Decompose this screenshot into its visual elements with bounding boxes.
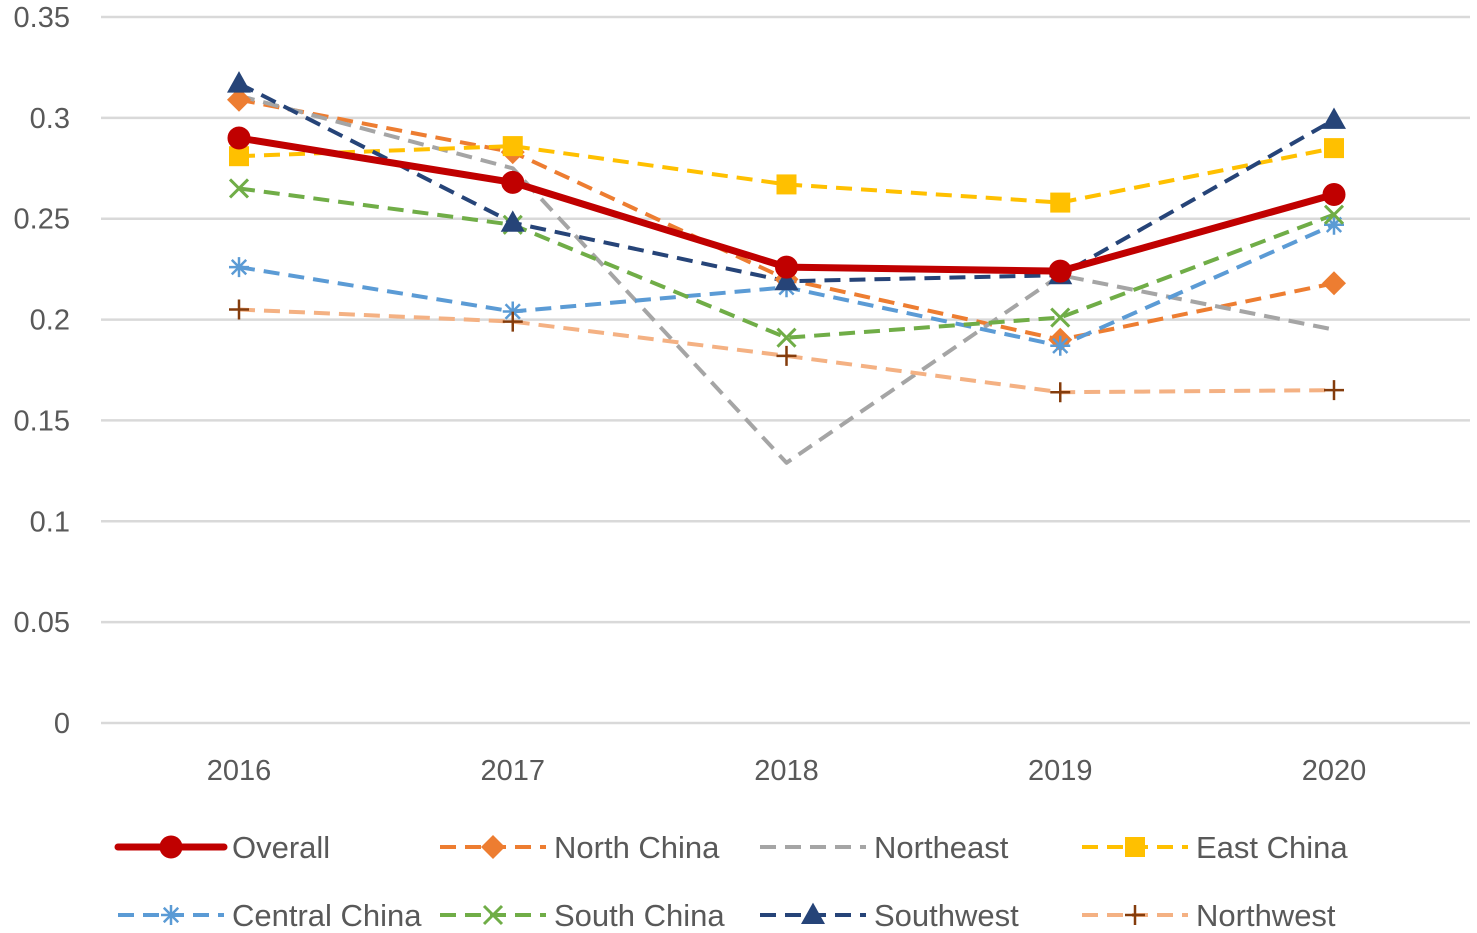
data-point-overall xyxy=(227,126,251,150)
y-tick-label: 0.35 xyxy=(14,2,70,34)
series-markers xyxy=(227,71,1346,403)
data-point-central-china xyxy=(502,301,523,322)
x-tick-label: 2018 xyxy=(754,755,819,787)
legend-label: North China xyxy=(554,830,720,865)
y-axis-ticks: 0 0.05 0.1 0.15 0.2 0.25 0.3 0.35 xyxy=(14,2,70,740)
legend-item-southwest: Southwest xyxy=(760,898,1019,933)
series-line-northeast xyxy=(238,93,1335,465)
data-point-south-china xyxy=(1050,307,1071,328)
x-tick-label: 2019 xyxy=(1028,755,1093,787)
legend-label: Northwest xyxy=(1196,898,1336,933)
legend-item-south-china: South China xyxy=(440,898,725,933)
y-tick-label: 0.1 xyxy=(30,506,70,538)
data-point-southwest xyxy=(1322,107,1346,129)
data-point-southwest xyxy=(774,268,799,291)
x-tick-label: 2017 xyxy=(480,755,545,787)
legend-label: Northeast xyxy=(874,830,1009,865)
data-point-northwest xyxy=(229,299,249,320)
legend: Overall North China Northeast East China Cen… xyxy=(114,830,1348,933)
y-tick-label: 0.15 xyxy=(14,405,70,437)
y-tick-label: 0.05 xyxy=(14,607,70,639)
series-line-northwest xyxy=(238,307,1335,395)
data-point-overall xyxy=(775,255,798,279)
legend-label: East China xyxy=(1196,830,1348,865)
series-line-south-china xyxy=(238,186,1335,340)
data-point-east-china xyxy=(1324,138,1344,159)
legend-item-north-china: North China xyxy=(440,830,720,865)
legend-item-northeast: Northeast xyxy=(760,830,1009,865)
legend-item-northwest: Northwest xyxy=(1082,898,1336,933)
data-point-south-china xyxy=(1323,204,1345,225)
legend-marker xyxy=(482,904,504,926)
legend-marker xyxy=(161,905,181,925)
data-point-central-china xyxy=(229,257,249,278)
legend-marker xyxy=(1125,905,1145,925)
data-point-overall xyxy=(1322,183,1346,207)
x-tick-label: 2020 xyxy=(1302,755,1367,787)
data-point-east-china xyxy=(229,146,249,167)
legend-label: Overall xyxy=(232,830,330,865)
series-line-overall xyxy=(235,134,1338,275)
data-point-south-china xyxy=(776,327,797,348)
data-point-southwest xyxy=(500,210,525,232)
legend-label: South China xyxy=(554,898,725,933)
data-point-east-china xyxy=(1050,192,1071,213)
legend-marker xyxy=(801,902,825,924)
data-point-north-china xyxy=(227,87,251,112)
data-point-northwest xyxy=(502,311,523,332)
data-point-east-china xyxy=(776,174,797,195)
legend-label: Southwest xyxy=(874,898,1019,933)
y-tick-label: 0.3 xyxy=(30,103,70,135)
legend-item-central-china: Central China xyxy=(118,898,422,933)
data-point-northwest xyxy=(776,345,797,366)
x-axis-ticks: 2016 2017 2018 2019 2020 xyxy=(207,755,1367,787)
data-point-central-china xyxy=(1050,335,1071,356)
data-point-north-china xyxy=(1322,271,1346,296)
legend-item-east-china: East China xyxy=(1082,830,1348,865)
legend-marker xyxy=(1125,837,1145,857)
x-tick-label: 2016 xyxy=(207,755,272,787)
y-tick-label: 0.25 xyxy=(14,204,70,236)
data-point-east-china xyxy=(502,136,523,157)
legend-item-overall: Overall xyxy=(114,830,330,865)
data-point-northwest xyxy=(1324,380,1344,401)
legend-marker xyxy=(481,835,505,859)
data-point-overall xyxy=(1048,259,1072,283)
y-tick-label: 0.2 xyxy=(30,305,70,337)
y-tick-label: 0 xyxy=(54,708,70,740)
data-point-south-china xyxy=(228,178,250,199)
data-point-central-china xyxy=(1324,214,1344,235)
data-point-overall xyxy=(501,170,525,194)
legend-marker xyxy=(159,835,183,859)
data-point-northwest xyxy=(1050,382,1071,403)
gridlines xyxy=(101,15,1470,725)
legend-label: Central China xyxy=(232,898,422,933)
data-point-southwest xyxy=(227,71,251,93)
